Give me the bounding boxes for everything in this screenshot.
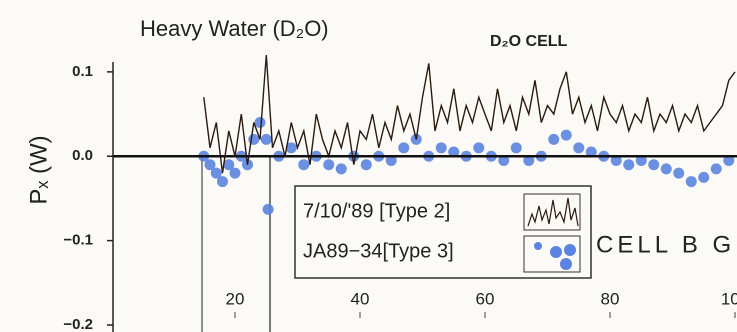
data-point <box>523 154 535 166</box>
data-point <box>648 159 660 171</box>
x-tick-label: 40 <box>351 289 370 308</box>
legend-label: 7/10/'89 [Type 2] <box>303 200 450 222</box>
data-point <box>262 203 274 215</box>
legend-icon <box>527 197 579 227</box>
data-point <box>254 117 266 128</box>
data-point <box>385 154 397 166</box>
data-point <box>660 163 672 175</box>
data-point <box>498 154 510 166</box>
data-point <box>360 159 372 171</box>
data-point <box>229 167 241 179</box>
legend: 7/10/'89 [Type 2] JA89−34[Type 3] <box>294 185 592 279</box>
plot-area <box>198 54 736 215</box>
x-tick-label: 80 <box>601 289 620 308</box>
data-point <box>585 146 597 158</box>
legend-box <box>294 185 592 279</box>
data-point <box>298 159 310 171</box>
data-point <box>210 167 222 179</box>
legend-icon <box>523 193 581 231</box>
x-tick-label: 20 <box>226 289 245 308</box>
data-point <box>323 159 335 171</box>
annotation: D₂O CELL <box>490 33 568 50</box>
data-point <box>398 142 410 154</box>
legend-icon <box>560 258 572 270</box>
y-tick-label: 0.1 <box>72 63 93 80</box>
data-point <box>204 159 216 171</box>
data-point <box>635 154 647 166</box>
data-point <box>560 129 572 141</box>
data-point <box>610 154 622 166</box>
y-tick-label: 0.0 <box>72 147 93 164</box>
y-axis-label: Pₓ (W) <box>25 135 52 204</box>
data-line <box>203 54 736 174</box>
data-point <box>685 176 697 188</box>
data-point <box>723 154 735 166</box>
data-point <box>285 142 297 154</box>
data-point <box>448 146 460 158</box>
legend-label: JA89−34[Type 3] <box>303 240 454 262</box>
chart-title: Heavy Water (D₂O) <box>140 16 329 41</box>
legend-icon <box>534 242 542 250</box>
data-point <box>223 159 235 171</box>
data-point <box>473 142 485 154</box>
data-point <box>698 171 710 183</box>
data-point <box>573 142 585 154</box>
data-point <box>435 142 447 154</box>
legend-icon <box>564 244 576 256</box>
data-point <box>335 163 347 175</box>
data-point <box>548 133 560 145</box>
legend-icon <box>523 235 581 273</box>
data-point <box>217 176 228 188</box>
data-point <box>510 142 522 154</box>
y-tick-label: −0.2 <box>63 316 93 332</box>
data-point <box>710 163 722 175</box>
legend-icon <box>550 246 562 258</box>
data-point <box>248 133 260 145</box>
x-tick-label: 100 <box>721 289 737 308</box>
data-point <box>673 167 685 179</box>
x-tick-label: 60 <box>476 289 495 308</box>
data-point <box>260 133 272 145</box>
data-point <box>623 159 635 171</box>
side-label: CELL B G <box>596 231 735 258</box>
y-tick-label: −0.1 <box>63 232 93 249</box>
